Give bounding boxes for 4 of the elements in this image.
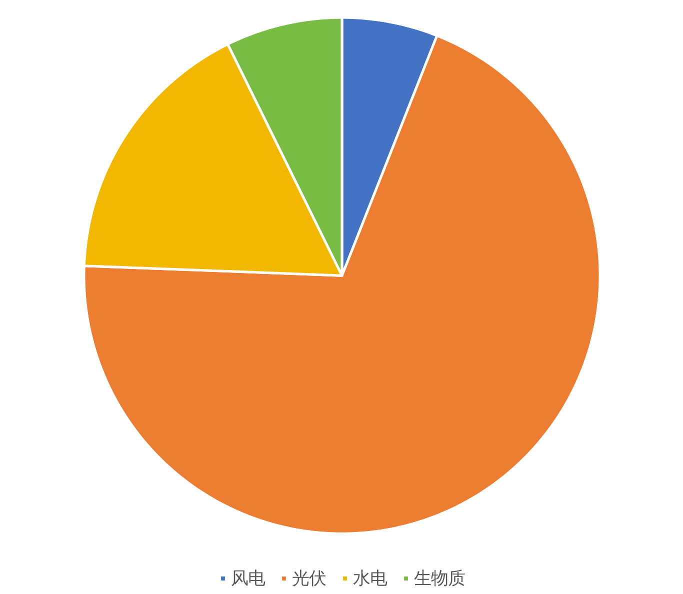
legend-label: 光伏 (292, 568, 326, 590)
legend-label: 风电 (231, 568, 265, 590)
legend-label: 水电 (353, 568, 387, 590)
legend-label: 生物质 (414, 568, 465, 590)
